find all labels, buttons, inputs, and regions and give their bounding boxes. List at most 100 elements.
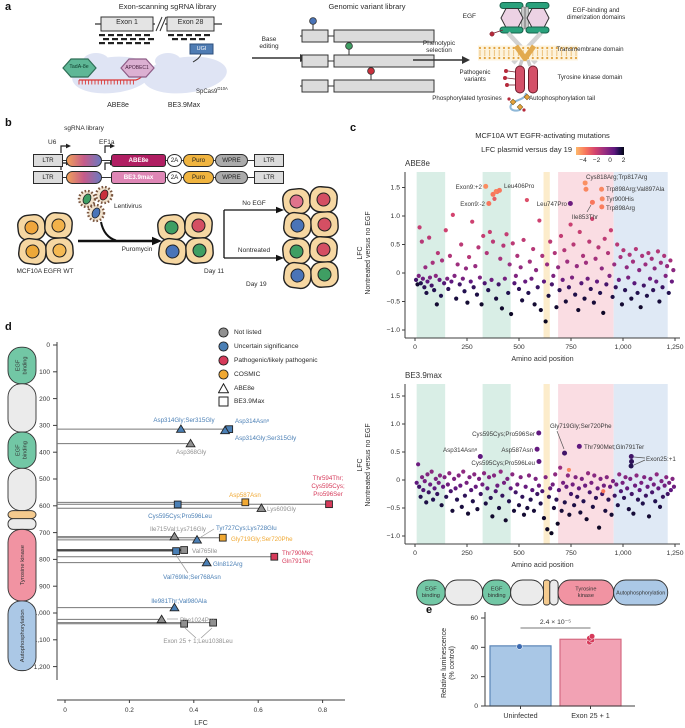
abe8e-editor-label: ABE8e [107, 102, 129, 109]
svg-text:Exon 25 + 1: Exon 25 + 1 [571, 711, 610, 720]
svg-text:EGF: EGF [491, 587, 503, 593]
svg-text:0.5: 0.5 [391, 242, 401, 249]
svg-text:Asp587Asn: Asp587Asn [229, 492, 261, 499]
legend-item-not-listed: Not listed [218, 326, 348, 340]
kinase-domain-bar [515, 65, 525, 94]
svg-text:0: 0 [474, 703, 478, 710]
svg-text:Gln812Arg: Gln812Arg [213, 561, 243, 568]
be39max-editor-label: BE3.9Max [167, 102, 201, 109]
svg-text:Trp898Arg: Trp898Arg [606, 205, 636, 212]
tada8e-label: TadA-8e [69, 64, 89, 70]
svg-text:kinase: kinase [578, 593, 594, 599]
pathogenic-variant-dot [504, 69, 508, 73]
base-editing-label: Base editing [259, 36, 279, 51]
svg-text:Asp314Gly;Ser315Gly: Asp314Gly;Ser315Gly [235, 435, 297, 442]
cells-nontreated [282, 236, 339, 290]
svg-text:60: 60 [470, 615, 478, 622]
colorbar-tick: 0 [608, 157, 612, 164]
svg-text:0: 0 [413, 344, 417, 351]
svg-text:Trp898Arg;Val897Ala: Trp898Arg;Val897Ala [606, 186, 665, 193]
svg-text:Ile853Thr: Ile853Thr [572, 214, 598, 221]
svg-text:200: 200 [39, 396, 50, 403]
svg-text:250: 250 [461, 550, 473, 557]
svg-text:1,000: 1,000 [34, 610, 51, 617]
wpre-box-2: WPRE [215, 171, 248, 184]
svg-text:500: 500 [39, 476, 50, 483]
svg-text:100: 100 [39, 369, 50, 376]
svg-text:Tyrosine: Tyrosine [575, 587, 596, 593]
svg-text:Pro596Ser: Pro596Ser [313, 491, 343, 498]
tyrosine-kinase-domain-label: Tyrosine kinase domain [557, 74, 623, 81]
puro-box-2: Puro [183, 171, 214, 184]
ltr-box-4: LTR [254, 171, 284, 184]
ugi-box [189, 43, 214, 55]
svg-text:Gly719Gly;Ser720Phe: Gly719Gly;Ser720Phe [550, 423, 612, 430]
svg-text:Asp314Gly;Ser315Gly: Asp314Gly;Ser315Gly [153, 417, 215, 424]
svg-text:Ile715Val;Lys716Gly: Ile715Val;Lys716Gly [150, 526, 207, 533]
no-egf-label: No EGF [242, 200, 266, 207]
cells-infected [157, 212, 214, 266]
panel-a-graphic [62, 2, 578, 112]
ltr-box-2: LTR [254, 154, 284, 167]
genomic-variant-rows [300, 17, 435, 93]
svg-text:Cys595Cys;Pro596Leu: Cys595Cys;Pro596Leu [471, 460, 535, 467]
colorbar [576, 147, 624, 155]
autophosphorylation-tail-label: Autophosphorylation tail [528, 95, 596, 102]
transmembrane-domain-label: Transmembrane domain [556, 46, 624, 53]
svg-text:Cys595Cys;Pro596Leu: Cys595Cys;Pro596Leu [148, 513, 212, 520]
svg-text:Exon25:+1: Exon25:+1 [646, 456, 676, 463]
svg-text:1,000: 1,000 [614, 344, 631, 351]
sgrna-cassette-2 [66, 171, 102, 184]
svg-text:0.6: 0.6 [254, 707, 263, 714]
abe8e-box: ABE8e [111, 154, 166, 167]
svg-text:Thr790Met;: Thr790Met; [282, 550, 314, 557]
svg-text:600: 600 [39, 503, 50, 510]
svg-text:1,000: 1,000 [614, 550, 631, 557]
svg-text:1,200: 1,200 [34, 664, 51, 671]
svg-text:EGF: EGF [15, 359, 21, 371]
colorbar-tick: −4 [579, 157, 587, 164]
svg-text:binding: binding [23, 356, 29, 374]
svg-text:binding: binding [23, 441, 29, 459]
lentivirus-particles [77, 185, 114, 223]
svg-text:2.4 × 10⁻⁵: 2.4 × 10⁻⁵ [540, 619, 571, 626]
be39max-box: BE3.9max [111, 171, 166, 184]
cells-no-egf [282, 186, 339, 240]
svg-text:1,250: 1,250 [666, 550, 683, 557]
svg-text:Asp314Asnᵃ: Asp314Asnᵃ [443, 447, 478, 454]
svg-text:Ile981Thr;Val980Ala: Ile981Thr;Val980Ala [151, 598, 207, 605]
apobec1-label: APOBEC1 [125, 64, 149, 71]
svg-text:400: 400 [39, 449, 50, 456]
svg-text:−0.5: −0.5 [387, 299, 401, 306]
ltr-box-3: LTR [33, 171, 63, 184]
egf-binding-domains-label: EGF-binding and dimerization domains [566, 7, 626, 21]
sgrna-library-title: Exon-scanning sgRNA library [118, 2, 217, 11]
svg-text:Exon9:-2: Exon9:-2 [460, 201, 485, 208]
svg-text:1,250: 1,250 [666, 344, 683, 351]
p2a-box-2: 2A [167, 171, 182, 184]
svg-text:Phe1024Pro: Phe1024Pro [180, 617, 215, 624]
u6-label: U6 [48, 139, 57, 146]
exon28-label: Exon 28 [177, 19, 204, 26]
panel-a-label: a [5, 1, 12, 13]
svg-text:0: 0 [396, 270, 400, 277]
svg-text:0.8: 0.8 [318, 707, 327, 714]
svg-text:0: 0 [63, 707, 67, 714]
ltr-box-1: LTR [33, 154, 63, 167]
ugi-label: UGI [196, 46, 207, 52]
panel-d-label: d [5, 321, 12, 333]
svg-text:LFC: LFC [194, 718, 208, 727]
lentivirus-label: Lentivirus [114, 203, 142, 210]
scatter2-ylabel: LFC Nontreated versus no EGF [357, 423, 372, 507]
sgrna-cassette-1 [66, 154, 102, 167]
svg-text:−1.0: −1.0 [387, 327, 401, 334]
svg-text:Uninfected: Uninfected [503, 711, 537, 720]
svg-text:Cys595Cys;Pro596Ser: Cys595Cys;Pro596Ser [472, 431, 535, 438]
cell-line-label: MCF10A EGFR WT [16, 268, 74, 275]
svg-text:Lys609Gly: Lys609Gly [267, 506, 297, 513]
svg-text:300: 300 [39, 423, 50, 430]
panel-b-graphic [17, 143, 339, 290]
svg-text:0.4: 0.4 [189, 707, 198, 714]
svg-text:700: 700 [39, 530, 50, 537]
